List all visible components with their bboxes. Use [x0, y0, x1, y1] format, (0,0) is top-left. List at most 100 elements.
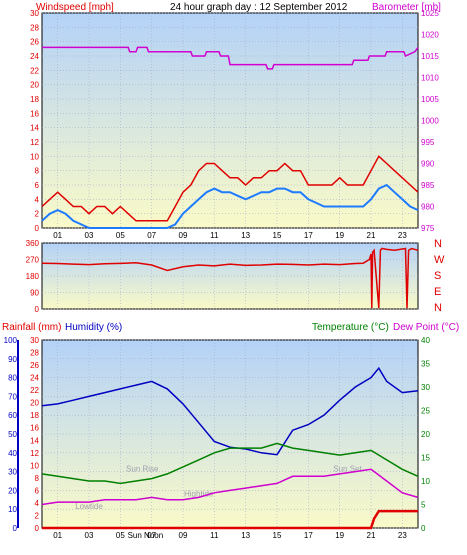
wind-x-tick-label: 03 — [85, 231, 94, 240]
temperature-tick-label: 5 — [421, 501, 426, 510]
direction-tick-label: 270 — [26, 256, 40, 265]
climate-x-tick-label: 21 — [367, 531, 376, 540]
rain-tick-label: 28 — [30, 349, 39, 358]
windspeed-axis-label: Windspeed [mph] — [36, 2, 114, 13]
rain-tick-label: 2 — [35, 511, 40, 520]
windspeed-tick-label: 28 — [30, 23, 39, 32]
barometer-tick-label: 1000 — [421, 117, 439, 126]
humidity-axis-label: Humidity (%) — [65, 322, 123, 333]
series-line-average — [41, 183, 419, 229]
compass-label: W — [434, 254, 445, 266]
rain-tick-label: 4 — [35, 499, 40, 508]
climate-x-tick-label: 03 — [85, 531, 94, 540]
rain-tick-label: 6 — [35, 486, 40, 495]
rain-tick-label: 24 — [30, 374, 39, 383]
rain-tick-label: 12 — [30, 449, 39, 458]
barometer-tick-label: 985 — [421, 181, 435, 190]
series-line-temperature — [41, 442, 419, 485]
direction-tick-label: 180 — [26, 272, 40, 281]
humidity-tick-label: 40 — [8, 449, 17, 458]
wind-x-tick-label: 09 — [179, 231, 188, 240]
windspeed-tick-label: 8 — [35, 167, 40, 176]
wind-x-tick-label: 21 — [367, 231, 376, 240]
wind-x-tick-label: 23 — [398, 231, 407, 240]
series-line-gust — [41, 155, 419, 222]
windspeed-tick-label: 14 — [30, 124, 39, 133]
climate-x-tick-label: 09 — [179, 531, 188, 540]
climate-x-tick-label: 13 — [241, 531, 250, 540]
annotation-label: Sun Set — [333, 465, 362, 474]
windspeed-tick-label: 26 — [30, 38, 39, 47]
series-line-direction — [41, 247, 419, 309]
rain-tick-label: 14 — [30, 436, 39, 445]
wind-x-tick-label: 19 — [335, 231, 344, 240]
rain-tick-label: 30 — [30, 336, 39, 345]
wind-x-tick-label: 15 — [273, 231, 282, 240]
barometer-tick-label: 975 — [421, 224, 435, 233]
compass-label: S — [434, 270, 441, 282]
series-line-rain — [42, 509, 418, 530]
rainfall-axis-label: Rainfall (mm) — [2, 322, 62, 333]
direction-panel-background — [41, 242, 419, 310]
annotation-label: Sun Rise — [126, 465, 159, 474]
barometer-axis-label: Barometer [mb] — [372, 2, 441, 13]
barometer-tick-label: 1025 — [421, 9, 439, 18]
temperature-tick-label: 25 — [421, 407, 430, 416]
humidity-tick-label: 30 — [8, 468, 17, 477]
humidity-tick-label: 20 — [8, 486, 17, 495]
wind-x-tick-label: 05 — [116, 231, 125, 240]
rain-tick-label: 10 — [30, 461, 39, 470]
temperature-tick-label: 35 — [421, 360, 430, 369]
series-line-dewpoint — [41, 468, 419, 506]
compass-label: N — [434, 302, 442, 314]
humidity-tick-label: 100 — [4, 336, 18, 345]
temperature-tick-label: 15 — [421, 454, 430, 463]
temperature-tick-label: 10 — [421, 477, 430, 486]
humidity-tick-label: 80 — [8, 374, 17, 383]
wind-x-tick-label: 17 — [304, 231, 313, 240]
climate-x-tick-label: 01 — [53, 531, 62, 540]
rain-tick-label: 22 — [30, 386, 39, 395]
windspeed-tick-label: 16 — [30, 109, 39, 118]
barometer-tick-label: 1005 — [421, 95, 439, 104]
annotation-label: Lowtide — [75, 502, 103, 511]
windspeed-tick-label: 30 — [30, 9, 39, 18]
barometer-tick-label: 990 — [421, 160, 435, 169]
windspeed-tick-label: 0 — [35, 224, 40, 233]
barometer-tick-label: 1010 — [421, 74, 439, 83]
climate-x-tick-label: 15 — [273, 531, 282, 540]
humidity-tick-label: 50 — [8, 430, 17, 439]
wind-x-tick-label: 13 — [241, 231, 250, 240]
climate-panel-background — [41, 339, 419, 529]
annotation-label: Hightide — [184, 490, 214, 499]
climate-x-tick-label: 19 — [335, 531, 344, 540]
barometer-tick-label: 1020 — [421, 31, 439, 40]
climate-x-tick-label: 17 — [304, 531, 313, 540]
barometer-tick-label: 1015 — [421, 52, 439, 61]
climate-x-tick-label: 23 — [398, 531, 407, 540]
rain-tick-label: 0 — [35, 524, 40, 533]
temperature-tick-label: 0 — [421, 524, 426, 533]
temperature-tick-label: 30 — [421, 383, 430, 392]
windspeed-tick-label: 22 — [30, 66, 39, 75]
humidity-tick-label: 70 — [8, 392, 17, 401]
wind-x-tick-label: 07 — [147, 231, 156, 240]
windspeed-tick-label: 4 — [35, 195, 40, 204]
climate-x-tick-label: 05 — [116, 531, 125, 540]
humidity-tick-label: 0 — [13, 524, 18, 533]
rain-tick-label: 20 — [30, 399, 39, 408]
rain-tick-label: 16 — [30, 424, 39, 433]
temperature-tick-label: 40 — [421, 336, 430, 345]
humidity-tick-label: 10 — [8, 505, 17, 514]
direction-tick-label: 360 — [26, 239, 40, 248]
direction-tick-label: 0 — [35, 305, 40, 314]
annotation-label: Sun Noon — [128, 531, 164, 540]
climate-x-tick-label: 11 — [210, 531, 219, 540]
compass-label: E — [434, 286, 441, 298]
series-line-barometer — [42, 46, 419, 70]
climate-x-tick-label: 07 — [147, 531, 156, 540]
windspeed-tick-label: 20 — [30, 81, 39, 90]
barometer-tick-label: 980 — [421, 203, 435, 212]
